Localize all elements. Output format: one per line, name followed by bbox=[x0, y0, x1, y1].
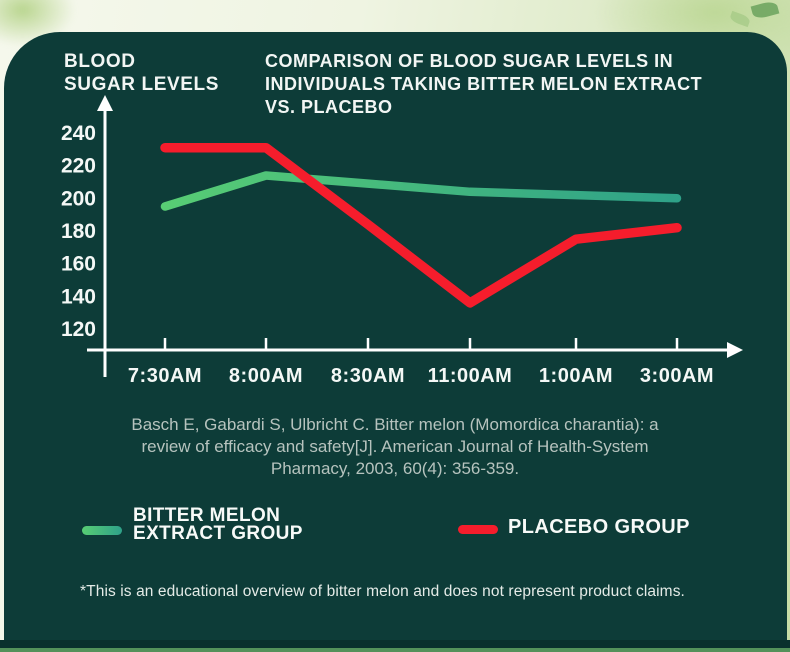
legend-swatch-bitter-melon bbox=[82, 526, 122, 535]
y-axis-title: BLOOD SUGAR LEVELS bbox=[64, 51, 219, 95]
chart-title-line-1: COMPARISON OF BLOOD SUGAR LEVELS IN bbox=[265, 51, 674, 71]
citation-line-3: Pharmacy, 2003, 60(4): 356-359. bbox=[270, 459, 520, 478]
legend-label-bitter-melon: BITTER MELON EXTRACT GROUP bbox=[133, 505, 303, 544]
chart-title-line-3: VS. PLACEBO bbox=[265, 97, 393, 117]
infographic-panel bbox=[4, 32, 787, 640]
footer-strip-dark bbox=[0, 640, 790, 648]
legend-label-bitter-melon-line-1: BITTER MELON bbox=[133, 505, 281, 526]
disclaimer-text: *This is an educational overview of bitt… bbox=[80, 583, 685, 600]
legend-swatch-placebo bbox=[458, 525, 498, 534]
citation: Basch E, Gabardi S, Ulbricht C. Bitter m… bbox=[15, 414, 775, 480]
citation-line-1: Basch E, Gabardi S, Ulbricht C. Bitter m… bbox=[131, 415, 659, 434]
citation-line-2: review of efficacy and safety[J]. Americ… bbox=[141, 437, 649, 456]
legend-label-placebo: PLACEBO GROUP bbox=[508, 516, 690, 538]
footer-strip-green bbox=[0, 648, 790, 652]
chart-title: COMPARISON OF BLOOD SUGAR LEVELS IN INDI… bbox=[265, 50, 775, 119]
legend-label-bitter-melon-line-2: EXTRACT GROUP bbox=[133, 523, 303, 544]
chart-title-line-2: INDIVIDUALS TAKING BITTER MELON EXTRACT bbox=[265, 74, 703, 94]
